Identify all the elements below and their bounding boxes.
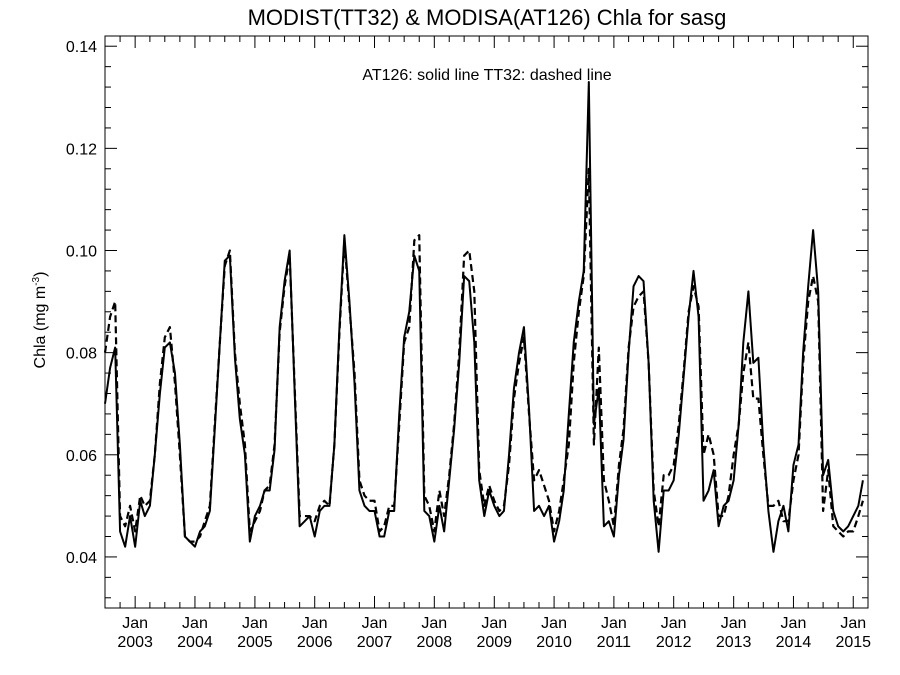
x-tick-year-label: 2009 bbox=[476, 634, 512, 651]
x-tick-year-label: 2003 bbox=[117, 634, 153, 651]
x-tick-year-label: 2013 bbox=[716, 634, 752, 651]
x-tick-year-label: 2006 bbox=[297, 634, 333, 651]
y-axis: 0.04 0.06 0.08 0.10 0.12 0.14 bbox=[66, 39, 868, 599]
x-tick-year-label: 2015 bbox=[835, 634, 871, 651]
x-tick-year-label: 2007 bbox=[357, 634, 393, 651]
x-tick-year-label: 2005 bbox=[237, 634, 273, 651]
y-tick-label: 0.12 bbox=[66, 141, 97, 158]
y-axis-label-superscript: -3 bbox=[31, 276, 42, 285]
y-axis-label-close: ) bbox=[32, 272, 49, 277]
series-line-tt32 bbox=[103, 167, 864, 543]
x-tick-year-label: 2011 bbox=[597, 634, 632, 651]
x-tick-month-label: Jan bbox=[601, 615, 627, 632]
x-tick-month-label: Jan bbox=[661, 615, 687, 632]
x-tick-month-label: Jan bbox=[721, 615, 747, 632]
x-tick-month-label: Jan bbox=[481, 615, 507, 632]
x-tick-month-label: Jan bbox=[242, 615, 268, 632]
chart-annotation: AT126: solid line TT32: dashed line bbox=[362, 67, 611, 84]
y-axis-label: Chla (mg m-3) bbox=[31, 272, 49, 369]
x-tick-year-label: 2004 bbox=[177, 634, 213, 651]
x-tick-month-label: Jan bbox=[362, 615, 388, 632]
x-tick-year-label: 2012 bbox=[656, 634, 692, 651]
chart-title: MODIST(TT32) & MODISA(AT126) Chla for sa… bbox=[248, 5, 727, 30]
x-tick-year-label: 2008 bbox=[417, 634, 453, 651]
x-tick-month-label: Jan bbox=[781, 615, 807, 632]
x-tick-month-label: Jan bbox=[122, 615, 148, 632]
x-tick-month-label: Jan bbox=[182, 615, 208, 632]
y-tick-label: 0.08 bbox=[66, 346, 97, 363]
series-line-at126 bbox=[104, 80, 864, 553]
x-tick-month-label: Jan bbox=[541, 615, 567, 632]
x-axis: Jan 2003 Jan 2004 Jan 2005 Jan 2006 Jan 2007 Jan 20… bbox=[117, 36, 871, 651]
x-tick-month-label: Jan bbox=[421, 615, 447, 632]
plot-frame bbox=[104, 35, 869, 609]
y-tick-label: 0.04 bbox=[66, 550, 97, 567]
y-tick-label: 0.10 bbox=[66, 244, 97, 261]
x-tick-month-label: Jan bbox=[302, 615, 328, 632]
series-layer bbox=[103, 80, 864, 553]
y-tick-label: 0.14 bbox=[66, 39, 97, 56]
x-tick-month-label: Jan bbox=[840, 615, 866, 632]
x-tick-year-label: 2014 bbox=[776, 634, 812, 651]
x-tick-year-label: 2010 bbox=[536, 634, 572, 651]
y-axis-label-text: Chla (mg m bbox=[32, 286, 49, 369]
y-tick-label: 0.06 bbox=[66, 448, 97, 465]
